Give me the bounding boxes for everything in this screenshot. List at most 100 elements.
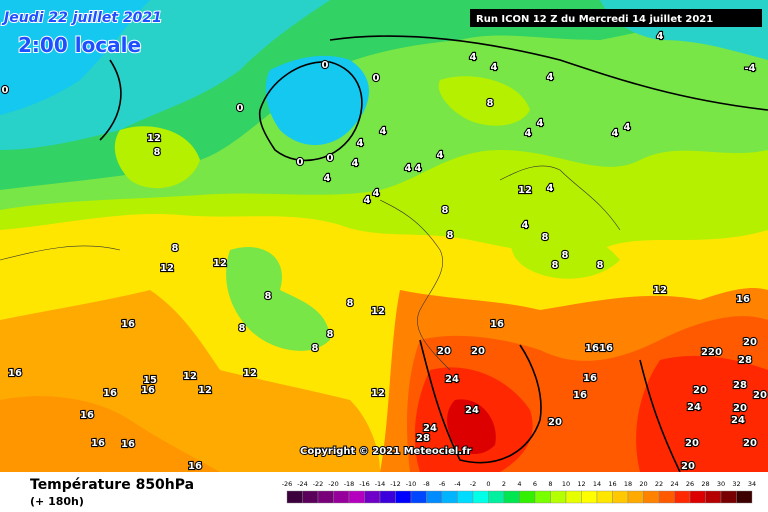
contour-label: 12 [518, 185, 532, 196]
colorbar-swatch [472, 490, 489, 504]
colorbar-swatch [534, 490, 551, 504]
colorbar-tick-label: -8 [423, 480, 429, 488]
colorbar-tick-label: -20 [328, 480, 339, 488]
contour-label: 28 [733, 380, 747, 391]
contour-label: 4 [547, 183, 554, 194]
contour-label: 20 [701, 347, 715, 358]
contour-label: 16 [8, 368, 22, 379]
contour-label: 12 [160, 263, 174, 274]
contour-label: 16 [188, 461, 202, 472]
colorbar-tick-label: -18 [344, 480, 355, 488]
footer-title: Température 850hPa [30, 477, 194, 493]
colorbar-tick-label: -6 [439, 480, 445, 488]
contour-label: 8 [447, 230, 454, 241]
contour-label: 4 [547, 72, 554, 83]
colorbar-tick-label: -22 [313, 480, 324, 488]
colorbar-tick-label: 12 [577, 480, 585, 488]
header: Jeudi 22 juillet 2021 2:00 locale Run IC… [0, 9, 762, 458]
contour-label: 28 [416, 433, 430, 444]
contour-label: 20 [685, 438, 699, 449]
footer-lead: (+ 180h) [30, 495, 84, 508]
contour-label: 20 [753, 390, 767, 401]
contour-label: 20 [743, 337, 757, 348]
run-info: Run ICON 12 Z du Mercredi 14 juillet 202… [476, 14, 713, 25]
contour-label: 4 [437, 150, 444, 161]
colorbar-tick-label: 6 [533, 480, 537, 488]
colorbar-tick-label: -14 [375, 480, 386, 488]
colorbar-tick-label: 32 [732, 480, 740, 488]
colorbar-tick-label: -4 [454, 480, 460, 488]
colorbar-swatch [317, 490, 334, 504]
contour-label: 8 [239, 323, 246, 334]
colorbar-swatch [286, 490, 303, 504]
colorbar-swatch [596, 490, 613, 504]
contour-label: 4 [352, 158, 359, 169]
colorbar-tick-label: 2 [502, 480, 506, 488]
contour-label: 8 [265, 291, 272, 302]
contour-label: 16 [573, 390, 587, 401]
colorbar-swatch [565, 490, 582, 504]
colorbar-tick-label: 0 [486, 480, 490, 488]
colorbar-swatch [395, 490, 412, 504]
colorbar-swatch [426, 490, 443, 504]
contour-label: 8 [552, 260, 559, 271]
colorbar-tick-label: 24 [670, 480, 678, 488]
contour-label: 8 [172, 243, 179, 254]
contour-label: 16 [736, 294, 750, 305]
contour-label: 16 [585, 343, 599, 354]
colorbar-tick-label: 30 [717, 480, 725, 488]
colorbar-swatch [503, 490, 520, 504]
colorbar: -26 -24 -22 -20 -18 -16 -14 -12 -10 -8 -6 -4 -2 0 2 4 6 8… [282, 480, 756, 504]
colorbar-swatch [550, 490, 567, 504]
colorbar-swatch [658, 490, 675, 504]
contour-label: 0 [297, 157, 304, 168]
colorbar-swatch [674, 490, 691, 504]
colorbar-tick-label: -2 [470, 480, 476, 488]
contour-label: 16 [490, 319, 504, 330]
contour-label: 8 [347, 298, 354, 309]
contours [0, 35, 768, 473]
contour-label: 16 [103, 388, 117, 399]
contour-label: 12 [371, 306, 385, 317]
colorbar-tick-label: -10 [406, 480, 417, 488]
colorbar-swatch [581, 490, 598, 504]
colorbar-swatch [736, 490, 753, 504]
contour-label: 20 [708, 347, 722, 358]
contour-label: 0 [373, 73, 380, 84]
contour-label: 4 [537, 118, 544, 129]
colorbar-swatch [519, 490, 536, 504]
colorbar-tick-label: 26 [686, 480, 694, 488]
contour-label: 12 [213, 258, 227, 269]
colorbar-swatch [457, 490, 474, 504]
colorbar-swatch [302, 490, 319, 504]
contour-label: 4 [324, 173, 331, 184]
copyright: Copyright © 2021 Meteociel.fr [300, 446, 471, 457]
contour-label: 8 [154, 147, 161, 158]
contour-label: 24 [445, 374, 459, 385]
colorbar-swatch [612, 490, 629, 504]
colorbar-tick-label: -26 [282, 480, 293, 488]
contour-label: 24 [423, 423, 437, 434]
colorbar-swatch [488, 490, 505, 504]
contour-label: 0 [322, 60, 329, 71]
colorbar-swatch [410, 490, 427, 504]
contour-label: 8 [312, 343, 319, 354]
contour-label: 20 [437, 346, 451, 357]
colorbar-tick-label: 34 [748, 480, 756, 488]
colorbar-swatch [364, 490, 381, 504]
colorbar-tick-label: -24 [297, 480, 308, 488]
contour-label: 28 [738, 355, 752, 366]
contour-label: 24 [687, 402, 701, 413]
contour-label: 0 [237, 103, 244, 114]
colorbar-tick-label: 8 [548, 480, 552, 488]
contour-label: 8 [542, 232, 549, 243]
contour-label: 20 [548, 417, 562, 428]
contour-label: 4 [624, 122, 631, 133]
contour-label: 8 [442, 205, 449, 216]
colorbar-tick-label: -12 [390, 480, 401, 488]
contour-label: 20 [743, 438, 757, 449]
colorbar-tick-label: 4 [517, 480, 521, 488]
contour-label: 4 [415, 163, 422, 174]
contour-label: 0 [327, 153, 334, 164]
